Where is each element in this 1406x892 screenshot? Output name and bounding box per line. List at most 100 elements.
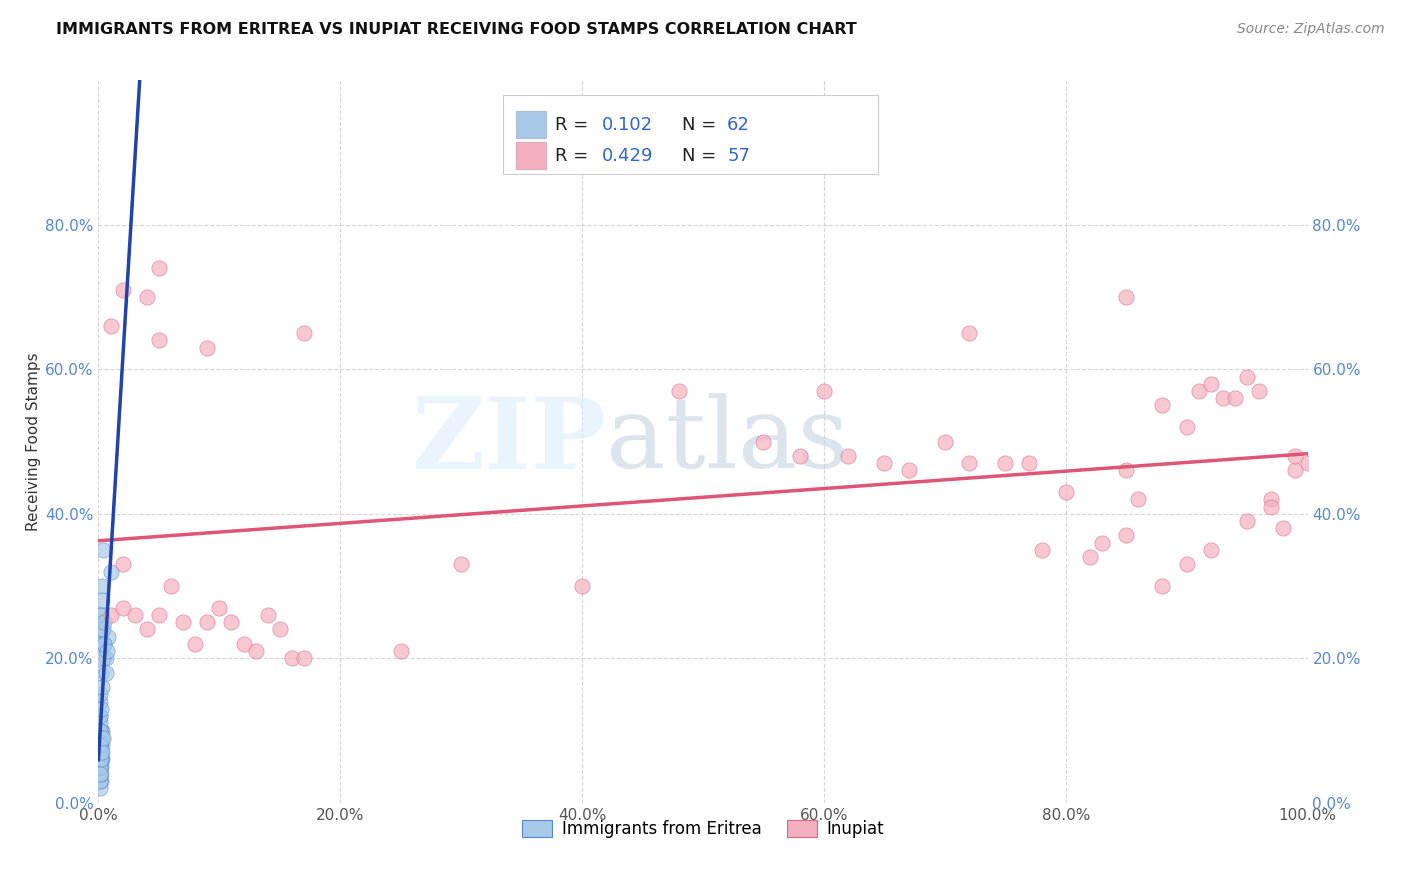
Point — [90, 623, 112, 637]
Point — [1115, 528, 1137, 542]
Point — [789, 449, 811, 463]
Text: 0.102: 0.102 — [602, 116, 652, 134]
Point — [1284, 449, 1306, 463]
Point — [111, 558, 134, 572]
Point — [221, 615, 243, 630]
Point — [1212, 391, 1234, 405]
Point — [1199, 542, 1222, 557]
Point — [91, 680, 114, 694]
Point — [89, 709, 111, 723]
Point — [571, 579, 593, 593]
Point — [1199, 376, 1222, 391]
Point — [89, 781, 111, 796]
Point — [160, 579, 183, 593]
Point — [89, 767, 111, 781]
Point — [1115, 463, 1137, 477]
Point — [90, 607, 112, 622]
Point — [1152, 398, 1174, 412]
Point — [90, 774, 112, 789]
Point — [91, 752, 114, 766]
Text: 62: 62 — [727, 116, 749, 134]
Point — [135, 290, 157, 304]
Point — [89, 687, 111, 701]
Text: atlas: atlas — [606, 393, 849, 490]
Point — [1236, 514, 1258, 528]
Point — [208, 600, 231, 615]
Point — [94, 665, 117, 680]
Point — [89, 738, 111, 752]
Point — [232, 637, 254, 651]
Text: R =: R = — [555, 147, 595, 165]
Point — [89, 760, 111, 774]
Point — [89, 767, 111, 781]
Point — [1260, 500, 1282, 514]
Point — [90, 745, 112, 759]
Point — [837, 449, 859, 463]
Point — [897, 463, 920, 477]
Point — [91, 542, 114, 557]
Point — [89, 695, 111, 709]
Point — [90, 752, 112, 766]
Point — [89, 745, 111, 759]
Point — [256, 607, 278, 622]
FancyBboxPatch shape — [503, 95, 879, 174]
Point — [1054, 485, 1077, 500]
Point — [195, 341, 218, 355]
Point — [148, 607, 170, 622]
Text: 0.429: 0.429 — [602, 147, 652, 165]
Point — [93, 615, 115, 630]
Point — [1078, 550, 1101, 565]
Point — [89, 774, 111, 789]
Point — [91, 723, 114, 738]
Text: IMMIGRANTS FROM ERITREA VS INUPIAT RECEIVING FOOD STAMPS CORRELATION CHART: IMMIGRANTS FROM ERITREA VS INUPIAT RECEI… — [56, 22, 858, 37]
Text: ZIP: ZIP — [412, 393, 606, 490]
FancyBboxPatch shape — [516, 111, 546, 138]
Point — [813, 384, 835, 398]
FancyBboxPatch shape — [516, 142, 546, 169]
Point — [89, 731, 111, 745]
Point — [89, 716, 111, 731]
Text: N =: N = — [682, 147, 723, 165]
Point — [100, 607, 122, 622]
Point — [91, 637, 114, 651]
Point — [1236, 369, 1258, 384]
Text: 57: 57 — [727, 147, 751, 165]
Point — [148, 334, 170, 348]
Point — [89, 760, 111, 774]
Point — [96, 644, 118, 658]
Text: N =: N = — [682, 116, 723, 134]
Point — [90, 665, 112, 680]
Point — [195, 615, 218, 630]
Point — [957, 326, 980, 340]
Point — [89, 723, 111, 738]
Point — [1296, 456, 1319, 470]
Point — [89, 752, 111, 766]
Point — [89, 738, 111, 752]
Legend: Immigrants from Eritrea, Inupiat: Immigrants from Eritrea, Inupiat — [515, 814, 891, 845]
Point — [89, 615, 111, 630]
Point — [957, 456, 980, 470]
Point — [1018, 456, 1040, 470]
Point — [269, 623, 291, 637]
Point — [93, 637, 115, 651]
Point — [111, 283, 134, 297]
Point — [94, 651, 117, 665]
Point — [90, 702, 112, 716]
Point — [100, 565, 122, 579]
Point — [1260, 492, 1282, 507]
Point — [292, 326, 315, 340]
Point — [89, 774, 111, 789]
Point — [90, 607, 112, 622]
Point — [389, 644, 412, 658]
Point — [91, 623, 114, 637]
Point — [89, 767, 111, 781]
Point — [89, 738, 111, 752]
Y-axis label: Receiving Food Stamps: Receiving Food Stamps — [27, 352, 41, 531]
Text: Source: ZipAtlas.com: Source: ZipAtlas.com — [1237, 22, 1385, 37]
Point — [1091, 535, 1114, 549]
Point — [1128, 492, 1150, 507]
Point — [1284, 463, 1306, 477]
Point — [90, 745, 112, 759]
Point — [89, 738, 111, 752]
Point — [90, 731, 112, 745]
